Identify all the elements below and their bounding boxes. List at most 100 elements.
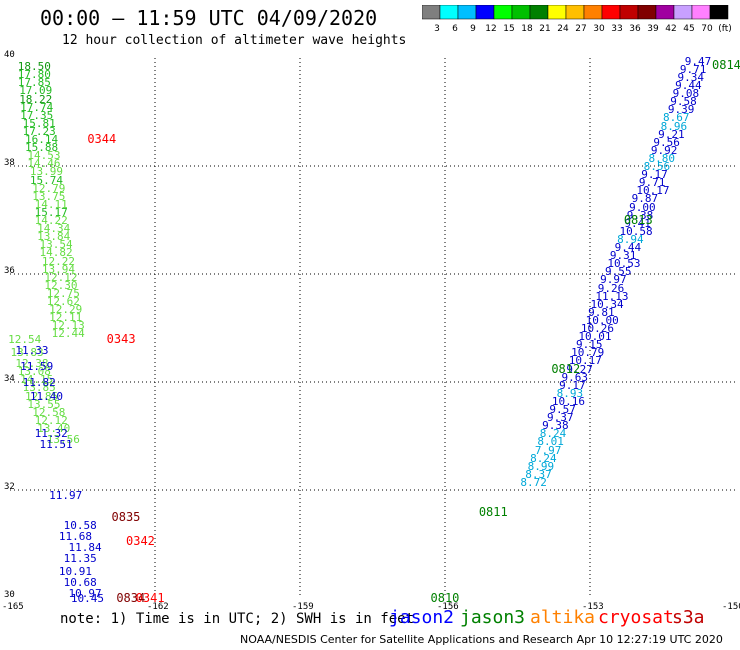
y-tick-label: 30 xyxy=(4,590,15,600)
wave-height-label-jason2: 10.00 xyxy=(585,313,619,327)
wave-height-label-jason2: 11.84 xyxy=(68,540,102,554)
colorbar-label: 27 xyxy=(575,24,586,34)
wave-height-label-jason2: 10.97 xyxy=(68,586,102,600)
wave-height-label-jason2: 9.55 xyxy=(605,265,632,279)
x-tick-label: -162 xyxy=(147,602,169,612)
pass-time-label: 0342 xyxy=(126,534,155,549)
colorbar-label: 24 xyxy=(557,24,569,34)
wave-height-label-jason3: 14.34 xyxy=(37,222,71,236)
pass-time-label: 0834 xyxy=(116,591,146,605)
wave-height-label-jason3: 13.40 xyxy=(37,421,71,435)
wave-height-label-jason3: 13.55 xyxy=(27,397,61,411)
colorbar-label: 45 xyxy=(683,24,694,34)
wave-height-label-jason3: 12.22 xyxy=(41,254,76,268)
wave-height-label-jason2: 10.91 xyxy=(58,565,92,578)
colorbar-label: 18 xyxy=(521,24,533,34)
x-tick-label: -153 xyxy=(582,602,604,612)
wave-height-label-jason2: 11.33 xyxy=(15,343,49,357)
wave-height-label-jason2: 9.31 xyxy=(609,249,637,263)
wave-height-label-jason3: 13.54 xyxy=(39,238,73,252)
colorbar-label: (ft) xyxy=(718,24,732,34)
wave-height-label-jason3: 12.38 xyxy=(15,357,49,371)
colorbar-label: 6 xyxy=(452,24,458,34)
colorbar-label: 21 xyxy=(539,24,550,34)
wave-height-label-jason2: 9.63 xyxy=(561,370,589,384)
wave-height-label-jason2: 9.41 xyxy=(624,216,651,230)
pass-time-label: 0835 xyxy=(111,510,141,524)
wave-height-label-jason2: 8.94 xyxy=(617,232,644,246)
pass-time-label: 0814 xyxy=(712,58,740,73)
wave-height-label-jason3: 17.35 xyxy=(20,108,54,122)
y-tick-label: 32 xyxy=(4,482,15,492)
wave-height-label-jason2: 8.56 xyxy=(643,160,671,173)
colorbar-label: 42 xyxy=(665,24,676,34)
chart-title: 00:00 – 11:59 UTC 04/09/2020 xyxy=(40,6,378,30)
wave-height-label-jason2: 11.82 xyxy=(22,376,56,389)
wave-height-label-jason3: 13.99 xyxy=(29,165,63,179)
pass-time-label: 0343 xyxy=(106,331,136,346)
satellite-legend-s3a: s3a xyxy=(672,607,705,628)
wave-height-label-jason3: 18.50 xyxy=(17,60,51,74)
wave-height-label-jason2: 10.79 xyxy=(571,346,605,360)
wave-height-label-jason3: 13.56 xyxy=(46,432,80,446)
wave-height-label-jason3: 12.29 xyxy=(49,303,83,317)
pass-time-label: 0812 xyxy=(551,361,581,376)
wave-height-label-jason2: 10.58 xyxy=(619,224,653,238)
wave-height-label-jason3: 17.80 xyxy=(17,68,51,82)
colorbar-label: 9 xyxy=(470,24,476,34)
wave-height-label-jason2: 8.99 xyxy=(527,459,555,473)
wave-height-label-jason3: 12.54 xyxy=(8,332,42,346)
wave-height-label-jason2: 8.67 xyxy=(663,111,690,125)
x-tick-label: -159 xyxy=(292,602,314,612)
wave-height-label-jason2: 9.47 xyxy=(684,54,712,68)
footer-credit: NOAA/NESDIS Center for Satellite Applica… xyxy=(240,633,723,646)
x-tick-label: -150 xyxy=(722,602,740,612)
wave-height-label-jason3: 12.12 xyxy=(44,270,78,284)
wave-height-label-jason2: 9.38 xyxy=(626,208,654,222)
wave-height-label-jason2: 9.17 xyxy=(559,378,586,392)
wave-height-label-jason2: 8.72 xyxy=(520,475,547,489)
wave-height-label-jason2: 9.71 xyxy=(679,62,707,76)
y-tick-label: 36 xyxy=(4,266,15,276)
wave-height-label-jason2: 8.80 xyxy=(648,151,676,165)
colorbar-label: 70 xyxy=(701,24,713,34)
wave-height-label-jason2: 9.71 xyxy=(638,176,666,190)
wave-height-label-jason3: 13.75 xyxy=(32,189,66,203)
wave-height-label-jason2: 10.45 xyxy=(70,592,105,605)
y-tick-label: 38 xyxy=(4,158,15,168)
colorbar-label: 3 xyxy=(434,24,440,34)
x-tick-label: -156 xyxy=(437,602,459,612)
colorbar-label: 12 xyxy=(485,24,496,34)
wave-height-label-jason3: 14.46 xyxy=(27,157,61,171)
satellite-legend-cryosat: cryosat xyxy=(598,607,674,628)
wave-height-label-jason3: 12.13 xyxy=(51,319,85,333)
wave-height-label-jason2: 10.17 xyxy=(636,184,670,198)
wave-height-label-jason2: 8.93 xyxy=(556,386,584,400)
wave-height-label-jason2: 9.00 xyxy=(629,200,656,214)
wave-height-label-jason2: 11.68 xyxy=(58,529,92,543)
wave-height-label-jason3: 13.85 xyxy=(22,381,56,395)
wave-height-label-jason2: 11.35 xyxy=(63,551,97,565)
wave-height-label-jason3: 13.08 xyxy=(17,365,51,379)
wave-height-label-jason2: 10.17 xyxy=(568,354,602,368)
wave-height-label-jason2: 9.26 xyxy=(597,281,625,295)
wave-height-label-jason3: 12.62 xyxy=(46,295,80,308)
wave-height-label-jason3: 17.85 xyxy=(17,76,51,90)
colorbar-label: 15 xyxy=(503,24,514,34)
colorbar-label: 39 xyxy=(647,24,659,34)
wave-height-label-jason3: 17.09 xyxy=(19,84,53,98)
x-tick-label: -165 xyxy=(2,602,24,612)
wave-height-label-jason2: 11.59 xyxy=(20,359,54,373)
wave-height-label-jason2: 9.92 xyxy=(650,143,678,157)
wave-height-label-jason3: 12.30 xyxy=(44,278,78,292)
wave-height-label-jason3: 14.82 xyxy=(39,246,73,260)
wave-height-label-jason2: 10.58 xyxy=(63,519,97,533)
wave-height-label-jason3: 12.11 xyxy=(49,311,83,325)
wave-height-label-jason3: 12.58 xyxy=(32,405,66,419)
wave-height-label-jason2: 9.34 xyxy=(677,70,705,84)
wave-height-label-jason3: 16.14 xyxy=(25,133,59,146)
y-tick-label: 34 xyxy=(4,374,15,384)
wave-height-label-jason2: 9.39 xyxy=(667,103,695,117)
pass-time-label: 0813 xyxy=(623,213,653,227)
